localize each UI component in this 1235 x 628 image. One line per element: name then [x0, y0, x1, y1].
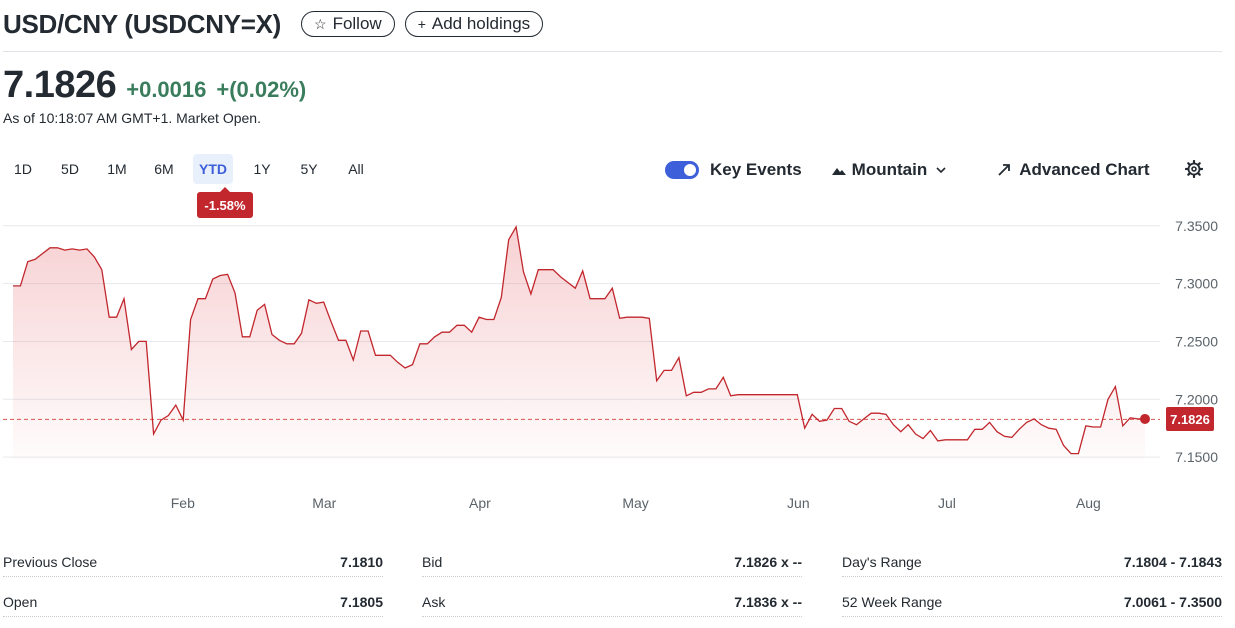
price-chart[interactable]: 7.3500 7.3000 7.2500 7.2000 7.1500 Feb Mar Apr… [0, 205, 1235, 520]
symbol-title: USD/CNY (USDCNY=X) [3, 8, 281, 39]
follow-label: Follow [332, 14, 382, 33]
stat-value: 7.0061 - 7.3500 [1123, 594, 1222, 610]
chart-style-label: Mountain [851, 160, 928, 179]
stat-value: 7.1804 - 7.1843 [1123, 554, 1222, 570]
stat-value: 7.1826 x -- [734, 554, 802, 570]
range-tab-ytd[interactable]: YTD [193, 154, 233, 184]
range-tabs: 1D 5D 1M 6M YTD 1Y 5Y All [5, 154, 385, 184]
range-tab-1m[interactable]: 1M [107, 161, 127, 177]
range-tab-1d[interactable]: 1D [14, 161, 32, 177]
stat-value: 7.1805 [340, 594, 383, 610]
last-price-tag: 7.1826 [1166, 406, 1214, 431]
range-tab-5y[interactable]: 5Y [300, 161, 318, 177]
last-price-label: 7.1826 [1170, 412, 1210, 427]
stats-column: Previous Close 7.1810 Open 7.1805 [3, 548, 383, 628]
current-price: 7.1826 [3, 64, 117, 106]
x-tick-label: Mar [312, 495, 336, 511]
stat-label: Bid [422, 554, 443, 570]
add-holdings-label: Add holdings [431, 14, 531, 33]
x-tick-label: Apr [469, 495, 491, 511]
y-tick-label: 7.2500 [1175, 333, 1218, 349]
range-tab-5d[interactable]: 5D [61, 161, 79, 177]
stat-row: Open 7.1805 [3, 588, 383, 617]
range-tab-6m[interactable]: 6M [154, 161, 174, 177]
key-events-toggle[interactable] [665, 161, 699, 179]
y-tick-label: 7.2000 [1175, 391, 1218, 407]
last-price-dot [1140, 413, 1150, 424]
stat-row: Previous Close 7.1810 [3, 548, 383, 577]
stat-value: 7.1836 x -- [734, 594, 802, 610]
star-icon: ☆ [314, 15, 327, 32]
range-tab-1y[interactable]: 1Y [253, 161, 271, 177]
x-tick-label: Feb [171, 495, 195, 511]
chart-area-fill [13, 226, 1145, 460]
range-change-badge: -1.58% [197, 187, 253, 218]
stats-column: Bid 7.1826 x -- Ask 7.1836 x -- [422, 548, 802, 628]
advanced-chart-button[interactable]: Advanced Chart [997, 160, 1150, 180]
advanced-chart-label: Advanced Chart [1019, 160, 1150, 179]
stat-row: 52 Week Range 7.0061 - 7.3500 [842, 588, 1222, 617]
y-tick-label: 7.3500 [1175, 218, 1218, 234]
key-events-label: Key Events [710, 160, 802, 179]
follow-button[interactable]: ☆ Follow [301, 11, 395, 37]
price-change: +0.0016 [126, 77, 207, 102]
quote-timestamp: As of 10:18:07 AM GMT+1. Market Open. [3, 110, 261, 126]
y-tick-label: 7.1500 [1175, 449, 1218, 465]
price-change-percent: +(0.02%) [216, 77, 307, 102]
price-row: 7.1826 +0.0016 +(0.02%) [3, 64, 306, 107]
stat-label: 52 Week Range [842, 594, 943, 610]
add-holdings-button[interactable]: + Add holdings [404, 11, 544, 37]
plus-icon: + [417, 16, 426, 32]
stat-row: Bid 7.1826 x -- [422, 548, 802, 577]
x-tick-label: Aug [1076, 495, 1101, 511]
stat-row: Ask 7.1836 x -- [422, 588, 802, 617]
x-tick-label: May [622, 495, 648, 511]
y-tick-label: 7.3000 [1175, 276, 1218, 292]
expand-icon [998, 164, 1011, 176]
gear-icon[interactable] [1185, 160, 1203, 178]
x-tick-label: Jun [787, 495, 810, 511]
chevron-down-icon [936, 167, 946, 173]
stats-column: Day's Range 7.1804 - 7.1843 52 Week Range 7… [842, 548, 1222, 628]
stat-label: Ask [422, 594, 446, 610]
chart-style-dropdown[interactable]: Mountain [831, 160, 947, 180]
x-tick-label: Jul [938, 495, 956, 511]
stat-row: Day's Range 7.1804 - 7.1843 [842, 548, 1222, 577]
header-divider [3, 51, 1222, 52]
stat-label: Open [3, 594, 38, 610]
mountain-icon [831, 168, 846, 175]
stat-label: Previous Close [3, 554, 98, 570]
stat-value: 7.1810 [340, 554, 383, 570]
toggle-knob [684, 164, 696, 176]
range-tab-all[interactable]: All [348, 161, 364, 177]
chart-toolbar: Key Events Mountain Advanced Chart [665, 157, 1150, 183]
quote-header: USD/CNY (USDCNY=X) ☆ Follow + Add holdin… [3, 4, 553, 44]
chart-price-line [13, 225, 1145, 455]
stat-label: Day's Range [842, 554, 922, 570]
